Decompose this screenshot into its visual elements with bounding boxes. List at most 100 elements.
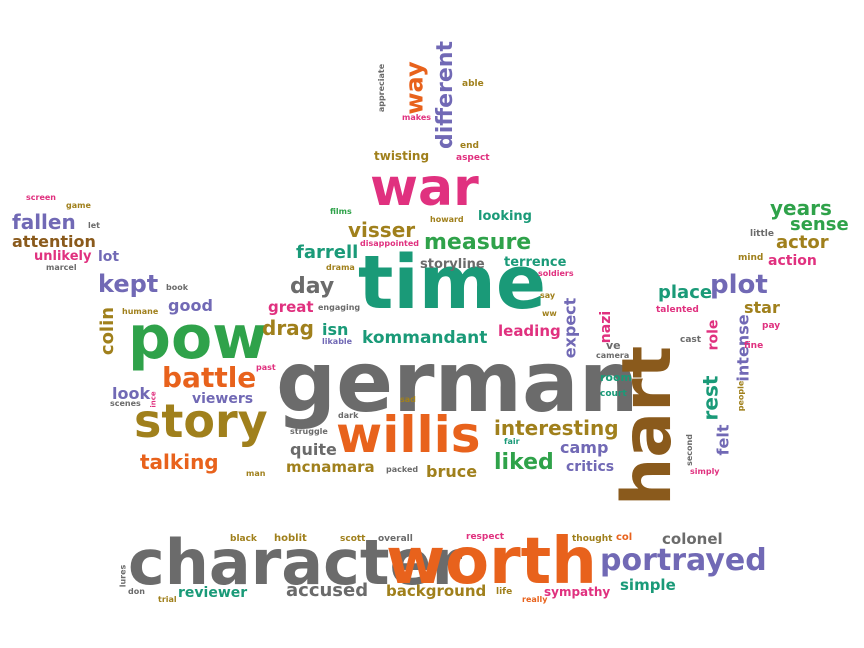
word-pow: pow <box>128 303 268 373</box>
word-role: role <box>705 319 722 351</box>
word-scenes: scenes <box>110 399 141 408</box>
word-attention: attention <box>12 232 96 251</box>
word-background: background <box>386 582 487 600</box>
word-court: court <box>600 389 627 399</box>
word-action: action <box>768 253 817 269</box>
word-don: trial <box>158 595 177 604</box>
word-black: hoblit <box>274 533 307 544</box>
word-honor: black <box>230 534 257 544</box>
word-quite: quite <box>290 440 337 459</box>
word-simply: simply <box>690 467 720 476</box>
word-films: films <box>330 207 352 216</box>
word-day: day <box>290 274 335 299</box>
word-camera: camera <box>596 351 630 360</box>
word-ince: ince <box>149 391 158 408</box>
word-engaging: engaging <box>318 303 361 312</box>
word-drama: drama <box>326 263 355 272</box>
word-respect: thought <box>572 534 613 544</box>
word-actor: actor <box>776 232 829 253</box>
word-critics: critics <box>566 459 615 475</box>
word-game: game <box>66 201 91 210</box>
word-humane: humane <box>122 307 159 316</box>
word-way: way <box>400 61 429 115</box>
word-say: say <box>540 291 556 300</box>
word-book: book <box>166 283 189 292</box>
word-rest: rest <box>698 375 723 421</box>
word-bruce: bruce <box>426 462 478 481</box>
word-aspect: aspect <box>456 153 490 163</box>
word-unlikely: unlikely <box>34 249 92 264</box>
word-fallen: fallen <box>12 210 76 234</box>
word-howard: howard <box>430 215 464 224</box>
word-appreciate: appreciate <box>377 63 387 113</box>
word-room: room <box>600 371 633 384</box>
word-time: time <box>358 240 547 326</box>
word-mind: mind <box>738 253 764 263</box>
word-people: people <box>736 380 746 412</box>
word-colonel: colonel <box>662 530 723 548</box>
word-good: good <box>168 296 213 315</box>
word-star: star <box>744 298 780 317</box>
word-viewers: viewers <box>192 391 254 407</box>
word-ve: ve <box>606 339 621 352</box>
word-story: story <box>134 394 268 448</box>
word-life: really <box>522 595 548 604</box>
word-lot: lot <box>98 249 120 265</box>
word-plot: plot <box>710 270 768 300</box>
word-willis: willis <box>336 406 481 464</box>
word-measure: measure <box>424 230 532 255</box>
word-col: lures <box>118 564 128 588</box>
word-interesting: interesting <box>494 416 619 440</box>
word-talking: talking <box>140 450 219 474</box>
word-mcnamara: mcnamara <box>286 458 375 476</box>
word-place: place <box>658 282 713 303</box>
word-soldiers: soldiers <box>538 269 574 278</box>
word-man: man <box>246 469 266 478</box>
word-portrayed: portrayed <box>600 543 767 578</box>
word-liked: liked <box>494 450 554 475</box>
word-war: war <box>370 158 479 218</box>
word-thought: col <box>616 532 633 543</box>
word-fine: fine <box>744 341 764 351</box>
word-past: past <box>256 363 276 372</box>
word-second: second <box>684 434 694 466</box>
word-worth: worth <box>386 525 597 599</box>
word-hart: hart <box>608 345 688 507</box>
word-dark: dark <box>338 411 359 420</box>
word-sense: sense <box>790 214 849 235</box>
word-kept: kept <box>98 270 159 298</box>
word-camp: camp <box>560 438 609 457</box>
word-overall: respect <box>466 532 505 542</box>
word-german: german <box>276 333 639 431</box>
word-great: great <box>268 298 314 316</box>
word-ww: ww <box>542 309 557 318</box>
word-screen: screen <box>26 193 56 202</box>
word-years: years <box>770 196 832 220</box>
word-talented: talented <box>656 305 699 315</box>
word-makes: makes <box>402 113 432 122</box>
word-battle: battle <box>162 361 257 394</box>
word-felt: felt <box>713 424 733 456</box>
word-able: able <box>462 79 484 89</box>
word-sad: sad <box>400 395 416 404</box>
word-end: end <box>460 141 479 151</box>
word-leading: leading <box>498 322 561 340</box>
word-lures: don <box>128 587 145 596</box>
word-visser: visser <box>348 218 416 242</box>
word-farrell: farrell <box>296 242 359 263</box>
word-character: character <box>128 526 463 599</box>
word-pay: pay <box>762 321 781 331</box>
word-different: different <box>432 41 458 149</box>
word-scott: overall <box>378 534 413 544</box>
word-packed: packed <box>386 465 419 474</box>
word-fair: fair <box>504 437 520 446</box>
word-trial: life <box>496 587 513 597</box>
word-look: look <box>112 384 151 403</box>
word-accused: accused <box>286 580 369 601</box>
word-disappointed: disappointed <box>360 239 419 248</box>
word-twisting: twisting <box>374 149 430 163</box>
word-colin: colin <box>97 306 119 356</box>
word-let: let <box>88 221 100 230</box>
word-kommandant: kommandant <box>362 328 488 348</box>
